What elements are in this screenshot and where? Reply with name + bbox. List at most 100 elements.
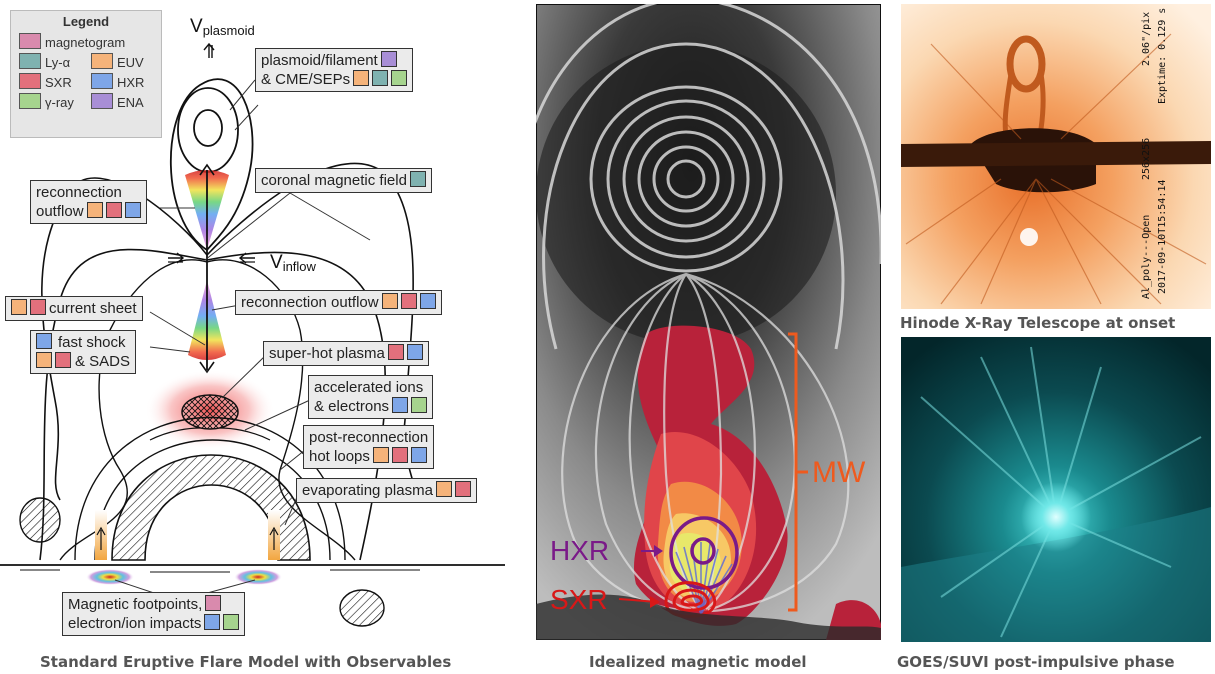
box-post-recon: post-reconnection hot loops	[303, 425, 435, 469]
suvi-caption: GOES/SUVI post-impulsive phase	[897, 653, 1175, 671]
legend-swatch	[91, 53, 113, 69]
box-recon-outflow-top-line1: reconnection	[36, 184, 122, 201]
legend-label: magnetogram	[45, 35, 126, 50]
swatch-sxr	[30, 299, 46, 315]
swatch-sxr	[400, 293, 417, 309]
swatch-lya	[372, 70, 389, 86]
box-super-hot-text: super-hot plasma	[269, 345, 385, 362]
sxr-label: SXR	[550, 584, 608, 615]
box-recon-outflow-mid: reconnection outflow	[235, 290, 442, 315]
swatch-euv	[86, 202, 103, 218]
box-footpoints-line2: electron/ion impacts	[68, 615, 202, 632]
legend: Legend magnetogram Ly-α EUV SXR HXR γ-ray ENA	[10, 10, 162, 138]
legend-title: Legend	[62, 14, 110, 29]
swatch-gamma	[391, 70, 408, 86]
box-super-hot: super-hot plasma	[263, 341, 429, 366]
magnetic-model-image	[536, 4, 881, 640]
legend-label: ENA	[117, 95, 144, 110]
box-fast-shock: fast shock & SADS	[30, 330, 137, 374]
legend-item: magnetogram	[19, 33, 125, 50]
box-recon-outflow-top-line2: outflow	[36, 203, 84, 220]
box-footpoints-line1: Magnetic footpoints,	[68, 596, 203, 613]
swatch-gamma	[411, 397, 428, 413]
legend-item: ENA	[91, 93, 144, 110]
box-evaporating: evaporating plasma	[296, 478, 477, 503]
swatch-euv	[435, 481, 452, 497]
swatch-ena	[380, 51, 397, 67]
v-inflow-label: Vinflow	[270, 252, 316, 274]
xrt-scale-text: 2.06"/pix	[1141, 11, 1152, 66]
legend-label: SXR	[45, 75, 72, 90]
left-caption: Standard Eruptive Flare Model with Obser…	[40, 653, 452, 671]
suvi-panel	[901, 337, 1211, 642]
legend-swatch	[91, 73, 113, 89]
xrt-panel: 2.06"/pix Exptime: 0.129 s 256x256 2017-…	[901, 4, 1211, 309]
magnetic-model-panel: MW HXR SXR	[536, 4, 881, 640]
swatch-gamma	[223, 614, 240, 630]
middle-caption: Idealized magnetic model	[589, 653, 807, 671]
box-fast-shock-line2: & SADS	[75, 353, 131, 370]
mw-label: MW	[812, 456, 866, 489]
legend-swatch	[19, 93, 41, 109]
box-fast-shock-line1: fast shock	[58, 334, 126, 351]
v-plasmoid-subscript: plasmoid	[202, 23, 255, 38]
xrt-size-text: 256x256	[1141, 137, 1152, 180]
box-recon-outflow-mid-text: reconnection outflow	[241, 294, 379, 311]
swatch-hxr	[410, 447, 427, 463]
legend-item: SXR	[19, 73, 72, 90]
flare-model-diagram: Legend magnetogram Ly-α EUV SXR HXR γ-ray ENA …	[0, 0, 530, 674]
v-plasmoid-symbol: V	[190, 16, 203, 37]
hxr-label: HXR	[550, 535, 610, 566]
legend-swatch	[19, 53, 41, 69]
legend-label: Ly-α	[45, 55, 71, 70]
box-post-recon-line2: hot loops	[309, 448, 370, 465]
swatch-sxr	[387, 344, 404, 360]
xrt-image	[901, 4, 1211, 309]
suvi-image	[901, 337, 1211, 642]
swatch-euv	[11, 299, 27, 315]
legend-label: γ-ray	[45, 95, 74, 110]
swatch-euv	[353, 70, 370, 86]
xrt-exptime-text: Exptime: 0.129 s	[1157, 7, 1168, 104]
swatch-sxr	[55, 352, 71, 368]
legend-swatch	[91, 93, 113, 109]
box-recon-outflow-top: reconnection outflow	[30, 180, 147, 224]
swatch-sxr	[105, 202, 122, 218]
legend-label: HXR	[117, 75, 145, 90]
v-plasmoid-label: Vplasmoid	[190, 16, 255, 38]
box-plasmoid-line2: & CME/SEPs	[261, 71, 351, 88]
swatch-euv	[372, 447, 389, 463]
swatch-hxr	[419, 293, 436, 309]
v-inflow-subscript: inflow	[282, 259, 316, 274]
xrt-caption: Hinode X-Ray Telescope at onset	[900, 314, 1176, 332]
legend-swatch	[19, 73, 41, 89]
swatch-euv	[36, 352, 52, 368]
box-current-sheet: current sheet	[5, 296, 143, 321]
xrt-filter-text: Al_poly---Open	[1141, 214, 1152, 299]
xrt-time-text: 2017-09-10T15:54:14	[1157, 179, 1168, 294]
swatch-hxr	[204, 614, 221, 630]
swatch-hxr	[392, 397, 409, 413]
box-current-sheet-text: current sheet	[49, 300, 137, 317]
swatch-hxr	[36, 333, 52, 349]
flare-model-drawing	[0, 42, 505, 627]
legend-item: γ-ray	[19, 93, 74, 110]
legend-label: EUV	[117, 55, 144, 70]
legend-swatch	[19, 33, 41, 49]
box-coronal-field-text: coronal magnetic field	[261, 172, 407, 189]
swatch-magnetogram	[205, 595, 222, 611]
box-evaporating-text: evaporating plasma	[302, 482, 433, 499]
legend-item: Ly-α	[19, 53, 70, 70]
box-accelerated-line2: & electrons	[314, 398, 390, 415]
swatch-sxr	[391, 447, 408, 463]
box-post-recon-line1: post-reconnection	[309, 429, 429, 446]
swatch-lya	[409, 171, 426, 187]
box-plasmoid-line1: plasmoid/filament	[261, 52, 378, 69]
box-coronal-field: coronal magnetic field	[255, 168, 432, 193]
swatch-hxr	[406, 344, 423, 360]
box-footpoints: Magnetic footpoints, electron/ion impact…	[62, 592, 246, 636]
v-inflow-symbol: V	[270, 252, 283, 273]
box-plasmoid: plasmoid/filament & CME/SEPs	[255, 48, 414, 92]
legend-item: EUV	[91, 53, 144, 70]
swatch-sxr	[454, 481, 471, 497]
